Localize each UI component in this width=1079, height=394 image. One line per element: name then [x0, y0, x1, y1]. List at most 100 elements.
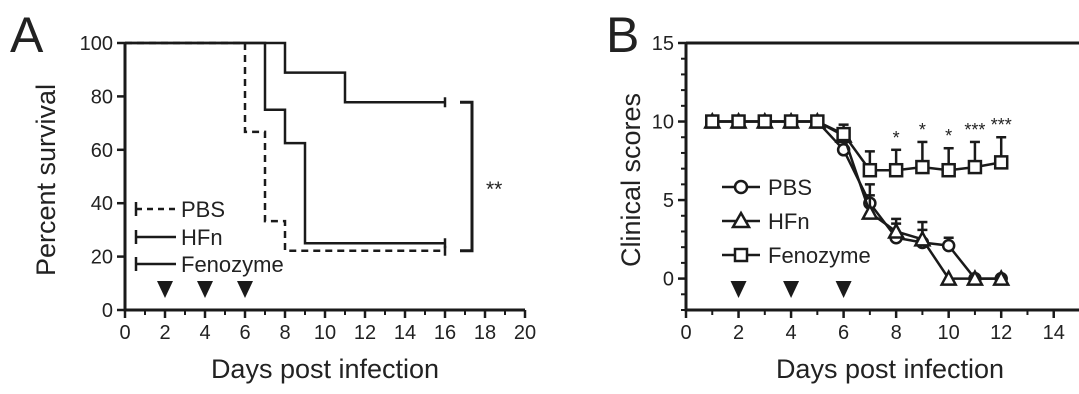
panel-b-x-ticks: 0 2 4 6 8 10 12 14 — [680, 310, 1065, 344]
panel-a-series — [125, 41, 447, 256]
significance-label-day-11: *** — [964, 120, 985, 140]
series-line-fenozyme — [712, 120, 1002, 172]
panel-a-x-ticks: 0 2 4 6 8 10 12 14 16 18 20 — [119, 310, 536, 344]
panel-a-letter: A — [10, 7, 44, 63]
legend-marker-triangle — [730, 210, 752, 229]
legend-label-hfn: HFn — [768, 209, 810, 234]
x-tick-4: 4 — [199, 310, 226, 344]
x-tick-4: 4 — [786, 310, 819, 344]
legend-label-hfn: HFn — [181, 225, 223, 250]
data-point-triangle — [887, 221, 906, 239]
data-point-square — [993, 155, 1009, 170]
legend-item-hfn: HFn — [134, 225, 223, 250]
data-point-square — [941, 162, 956, 178]
data-point-triangle — [965, 268, 985, 286]
data-point-square — [915, 159, 930, 175]
data-point-square — [862, 162, 878, 178]
x-tick-2: 2 — [159, 310, 186, 344]
x-tick-18: 18 — [474, 310, 506, 344]
x-tick-8: 8 — [279, 310, 306, 344]
significance-label-day-10: * — [945, 126, 952, 146]
y-tick-label: 5 — [663, 190, 674, 212]
y-tick-10: 10 — [652, 112, 686, 134]
panel-b-dosing-markers — [730, 281, 852, 298]
y-tick-0: 0 — [663, 269, 686, 291]
x-tick-16: 16 — [434, 310, 466, 344]
panel-a-significance: ** — [460, 100, 502, 253]
panel-b-significance: * * * *** *** — [893, 115, 1012, 148]
series-fenozyme — [705, 114, 1009, 178]
series-line-hfn — [125, 41, 445, 245]
legend-marker-circle — [733, 179, 749, 195]
x-tick-label: 10 — [938, 322, 960, 344]
y-tick-60: 60 — [91, 140, 125, 162]
panel-b-y-axis-title: Clinical scores — [616, 93, 646, 267]
data-point-square — [757, 114, 773, 129]
panel-b-series — [703, 111, 1011, 286]
significance-label-day-12: *** — [991, 115, 1012, 135]
x-tick-label: 2 — [159, 322, 170, 344]
y-tick-100: 100 — [80, 33, 125, 55]
panel-b: B Clinical scores Days post infection 0 2… — [606, 7, 1079, 384]
x-tick-label: 0 — [119, 322, 130, 344]
legend-label-fenozyme: Fenozyme — [181, 252, 284, 277]
x-tick-14: 14 — [394, 310, 426, 344]
legend-label-pbs: PBS — [181, 197, 225, 222]
y-tick-80: 80 — [91, 86, 125, 108]
y-tick-label: 40 — [91, 193, 113, 215]
y-tick-label: 15 — [652, 33, 674, 55]
x-tick-0: 0 — [680, 310, 714, 344]
series-line-fenozyme — [125, 41, 445, 104]
data-point-square — [967, 159, 983, 175]
panel-b-x-axis-title: Days post infection — [776, 354, 1004, 384]
x-tick-label: 2 — [733, 322, 744, 344]
x-tick-12: 12 — [354, 310, 386, 344]
legend-label-fenozyme: Fenozyme — [768, 243, 871, 268]
legend-item-pbs: PBS — [722, 175, 812, 200]
x-tick-label: 4 — [786, 322, 797, 344]
x-tick-10: 10 — [314, 310, 346, 344]
y-tick-label: 10 — [652, 112, 674, 134]
y-tick-40: 40 — [91, 193, 125, 215]
dosing-marker-day-4 — [783, 281, 800, 298]
x-tick-label: 14 — [394, 322, 416, 344]
x-tick-label: 14 — [1043, 322, 1065, 344]
data-point-square — [888, 162, 904, 178]
data-point-triangle — [939, 268, 958, 286]
y-tick-label: 20 — [91, 247, 113, 269]
y-tick-0: 0 — [102, 300, 125, 322]
x-tick-label: 16 — [434, 322, 456, 344]
x-tick-14: 14 — [1043, 310, 1065, 344]
panel-b-legend: PBS HFn Fenozyme — [722, 175, 871, 268]
legend-item-fenozyme: Fenozyme — [722, 243, 871, 268]
x-tick-8: 8 — [891, 310, 924, 344]
panel-a-significance-label: ** — [486, 178, 502, 201]
x-tick-label: 0 — [680, 322, 691, 344]
data-point-circle — [941, 238, 956, 253]
data-point-triangle — [992, 268, 1011, 286]
x-tick-label: 6 — [838, 322, 849, 344]
y-tick-label: 0 — [663, 269, 674, 291]
panel-b-axis-lines — [684, 43, 1079, 312]
panel-b-axes — [684, 41, 1079, 312]
panel-a-dosing-markers — [157, 281, 253, 298]
panel-a-significance-bracket — [460, 100, 474, 253]
x-tick-6: 6 — [838, 310, 871, 344]
y-tick-20: 20 — [91, 247, 125, 269]
data-point-square — [836, 126, 851, 142]
panel-b-y-ticks: 0 5 10 15 — [652, 33, 686, 311]
y-tick-label: 60 — [91, 140, 113, 162]
legend-item-fenozyme: Fenozyme — [134, 252, 284, 277]
legend-item-pbs: PBS — [134, 197, 225, 222]
panel-b-letter: B — [606, 7, 639, 63]
x-tick-10: 10 — [938, 310, 976, 344]
x-tick-label: 8 — [891, 322, 902, 344]
dosing-marker-day-2 — [157, 281, 173, 298]
dosing-marker-day-2 — [730, 281, 747, 298]
x-tick-20: 20 — [514, 310, 536, 344]
series-line-pbs — [125, 41, 445, 252]
x-tick-label: 12 — [354, 322, 376, 344]
legend-item-hfn: HFn — [722, 209, 810, 234]
legend-label-pbs: PBS — [768, 175, 812, 200]
